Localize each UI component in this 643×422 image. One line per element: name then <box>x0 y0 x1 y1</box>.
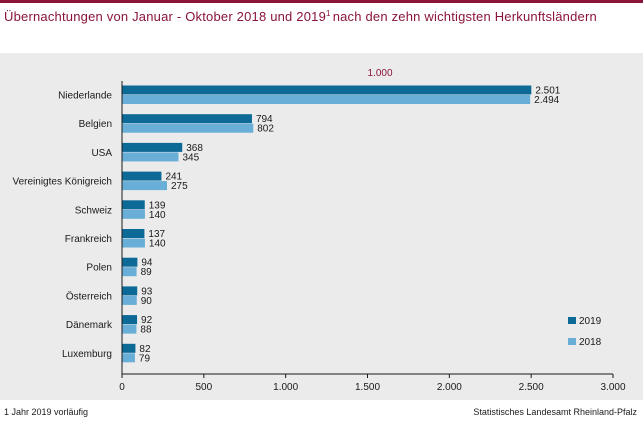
legend-label-2018: 2018 <box>579 337 602 348</box>
x-tick-label-1000: 1.000 <box>273 382 298 393</box>
category-label-niederlande: Niederlande <box>58 91 112 102</box>
data-label-2018-polen: 89 <box>141 267 153 278</box>
bar-2018-usa <box>122 152 179 162</box>
data-label-2019-frankreich: 137 <box>148 229 165 240</box>
category-label-belgien: Belgien <box>79 119 112 130</box>
bar-2019-luxemburg <box>122 343 136 353</box>
data-label-2019--sterreich: 93 <box>141 286 153 297</box>
data-label-2018-luxemburg: 79 <box>139 353 151 364</box>
bar-2018-schweiz <box>122 209 145 219</box>
legend-swatch-2019 <box>568 317 576 324</box>
x-tick-label-2500: 2.500 <box>519 382 544 393</box>
data-label-2018-frankreich: 140 <box>149 239 166 250</box>
data-label-2018-belgien: 802 <box>257 124 274 135</box>
bar-2019-usa <box>122 142 183 152</box>
bar-2019--sterreich <box>122 286 138 296</box>
unit-label: 1.000 <box>367 68 392 79</box>
data-label-2018-vereinigtes-k-nigreich: 275 <box>171 181 188 192</box>
data-label-2018--sterreich: 90 <box>141 296 153 307</box>
footnote: 1 Jahr 2019 vorläufig <box>4 407 89 417</box>
category-label-schweiz: Schweiz <box>75 205 112 216</box>
data-label-2018-usa: 345 <box>182 152 199 163</box>
chart-title-footnote-mark: 1 <box>326 9 331 18</box>
legend-swatch-2018 <box>568 338 576 345</box>
data-label-2019-schweiz: 139 <box>149 200 166 211</box>
category-label--sterreich: Österreich <box>66 290 112 302</box>
category-label-polen: Polen <box>86 263 112 274</box>
data-label-2019-usa: 368 <box>186 143 203 154</box>
bar-2018-polen <box>122 267 137 277</box>
x-tick-label-2000: 2.000 <box>437 382 462 393</box>
category-label-d-nemark: Dänemark <box>66 320 113 331</box>
data-label-2019-niederlande: 2.501 <box>535 86 560 97</box>
data-label-2019-belgien: 794 <box>256 114 273 125</box>
bar-2018-belgien <box>122 123 254 133</box>
bar-2019-polen <box>122 257 138 267</box>
bar-2018-d-nemark <box>122 324 137 334</box>
x-tick-label-0: 0 <box>119 382 125 393</box>
data-label-2019-d-nemark: 92 <box>141 315 153 326</box>
bar-2018-niederlande <box>122 95 531 104</box>
data-label-2019-vereinigtes-k-nigreich: 241 <box>165 172 182 183</box>
data-label-2018-schweiz: 140 <box>149 210 166 221</box>
bar-2018-luxemburg <box>122 353 135 363</box>
chart-title: Übernachtungen von Januar - Oktober 2018… <box>4 9 640 24</box>
source-note: Statistisches Landesamt Rheinland-Pfalz <box>473 407 637 417</box>
data-label-2019-polen: 94 <box>141 258 153 269</box>
category-label-usa: USA <box>91 148 112 159</box>
bar-2018-vereinigtes-k-nigreich <box>122 181 168 191</box>
category-label-vereinigtes-k-nigreich: Vereinigtes Königreich <box>12 177 112 188</box>
category-label-luxemburg: Luxemburg <box>62 349 112 360</box>
chart-panel: 1.000 Niederlande 2.501 2.494 Belgien 794 802… <box>0 53 643 400</box>
top-accent-rule <box>0 0 643 3</box>
data-label-2018-d-nemark: 88 <box>140 325 152 336</box>
data-label-2019-luxemburg: 82 <box>139 344 151 355</box>
x-tick-label-500: 500 <box>195 382 212 393</box>
bar-2019-vereinigtes-k-nigreich <box>122 171 162 181</box>
bar-2019-frankreich <box>122 229 145 238</box>
chart-title-text-rest: nach den zehn wichtigsten Herkunftslände… <box>332 9 597 24</box>
bar-2019-schweiz <box>122 200 145 210</box>
legend-label-2019: 2019 <box>579 316 602 327</box>
bar-2019-niederlande <box>122 85 532 95</box>
chart-title-text: Übernachtungen von Januar - Oktober 2018… <box>4 9 327 24</box>
bar-2018-frankreich <box>122 238 145 248</box>
bar-2019-d-nemark <box>122 315 138 325</box>
x-tick-label-1500: 1.500 <box>355 382 380 393</box>
category-label-frankreich: Frankreich <box>65 234 112 245</box>
data-label-2018-niederlande: 2.494 <box>534 95 559 106</box>
bar-2019-belgien <box>122 114 252 124</box>
x-tick-label-3000: 3.000 <box>600 382 625 393</box>
bar-2018--sterreich <box>122 295 137 305</box>
